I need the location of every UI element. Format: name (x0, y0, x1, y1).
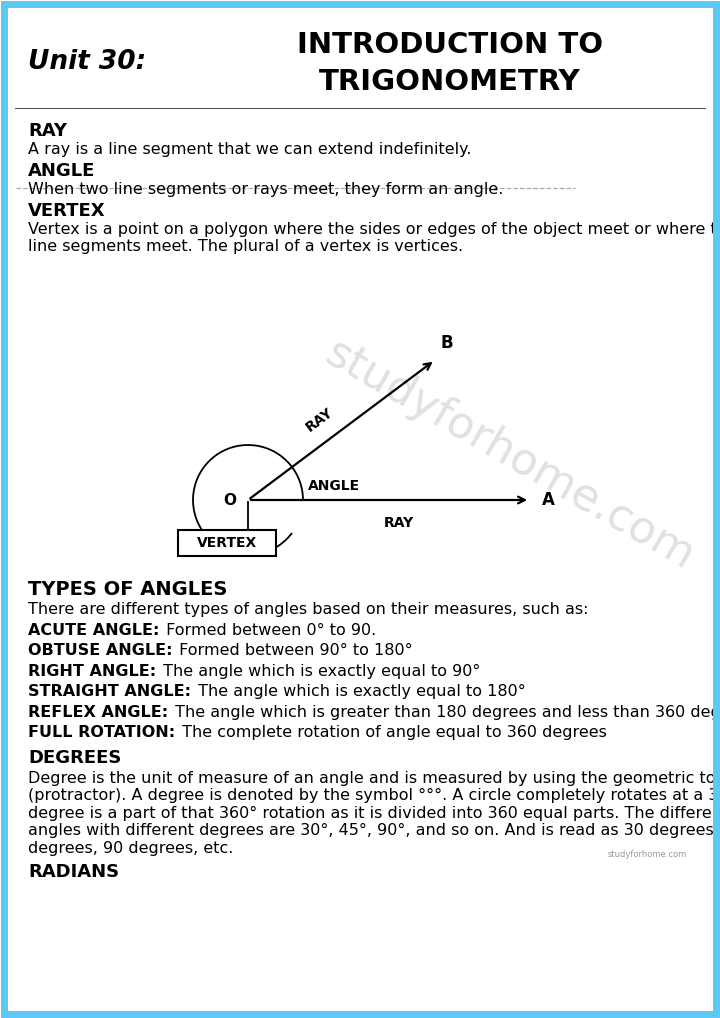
Text: The angle which is exactly equal to 90°: The angle which is exactly equal to 90° (158, 664, 480, 679)
Text: degree is a part of that 360° rotation as it is divided into 360 equal parts. Th: degree is a part of that 360° rotation a… (28, 806, 720, 821)
Text: (protractor). A degree is denoted by the symbol °°°. A circle completely rotates: (protractor). A degree is denoted by the… (28, 788, 720, 803)
Text: ACUTE ANGLE:: ACUTE ANGLE: (28, 623, 159, 638)
Text: angles with different degrees are 30°, 45°, 90°, and so on. And is read as 30 de: angles with different degrees are 30°, 4… (28, 824, 720, 838)
Bar (178, 530, 276, 556)
Text: Vertex is a point on a polygon where the sides or edges of the object meet or wh: Vertex is a point on a polygon where the… (28, 222, 720, 236)
Text: Degree is the unit of measure of an angle and is measured by using the geometric: Degree is the unit of measure of an angl… (28, 771, 720, 786)
Text: degrees, 90 degrees, etc.: degrees, 90 degrees, etc. (28, 841, 233, 856)
Text: A ray is a line segment that we can extend indefinitely.: A ray is a line segment that we can exte… (28, 142, 472, 157)
Text: OBTUSE ANGLE:: OBTUSE ANGLE: (28, 643, 173, 659)
Text: O: O (223, 493, 236, 508)
Text: STRAIGHT ANGLE:: STRAIGHT ANGLE: (28, 684, 191, 699)
Text: There are different types of angles based on their measures, such as:: There are different types of angles base… (28, 602, 588, 617)
Text: A: A (542, 491, 555, 509)
Text: INTRODUCTION TO: INTRODUCTION TO (297, 31, 603, 59)
Text: RAY: RAY (28, 122, 67, 140)
Text: DEGREES: DEGREES (28, 749, 122, 767)
Text: FULL ROTATION:: FULL ROTATION: (28, 726, 175, 740)
Text: ANGLE: ANGLE (308, 479, 360, 493)
Text: VERTEX: VERTEX (197, 536, 257, 550)
Text: VERTEX: VERTEX (28, 202, 106, 220)
Text: line segments meet. The plural of a vertex is vertices.: line segments meet. The plural of a vert… (28, 239, 463, 254)
Text: studyforhome.com: studyforhome.com (318, 332, 702, 578)
Text: When two line segments or rays meet, they form an angle.: When two line segments or rays meet, the… (28, 182, 503, 196)
Text: TRIGONOMETRY: TRIGONOMETRY (319, 68, 581, 96)
Text: TYPES OF ANGLES: TYPES OF ANGLES (28, 580, 228, 599)
Text: B: B (441, 334, 454, 352)
Text: Formed between 0° to 90.: Formed between 0° to 90. (161, 623, 377, 638)
Text: RADIANS: RADIANS (28, 863, 119, 882)
Text: ANGLE: ANGLE (28, 162, 95, 180)
Text: studyforhome.com: studyforhome.com (608, 850, 687, 859)
Text: RIGHT ANGLE:: RIGHT ANGLE: (28, 664, 156, 679)
Text: Unit 30:: Unit 30: (28, 49, 146, 75)
Text: The angle which is greater than 180 degrees and less than 360 degrees: The angle which is greater than 180 degr… (170, 704, 720, 720)
Text: Formed between 90° to 180°: Formed between 90° to 180° (174, 643, 413, 659)
Text: RAY: RAY (384, 516, 414, 530)
Text: RAY: RAY (303, 405, 336, 434)
Text: The angle which is exactly equal to 180°: The angle which is exactly equal to 180° (193, 684, 526, 699)
Text: REFLEX ANGLE:: REFLEX ANGLE: (28, 704, 168, 720)
Text: The complete rotation of angle equal to 360 degrees: The complete rotation of angle equal to … (177, 726, 607, 740)
